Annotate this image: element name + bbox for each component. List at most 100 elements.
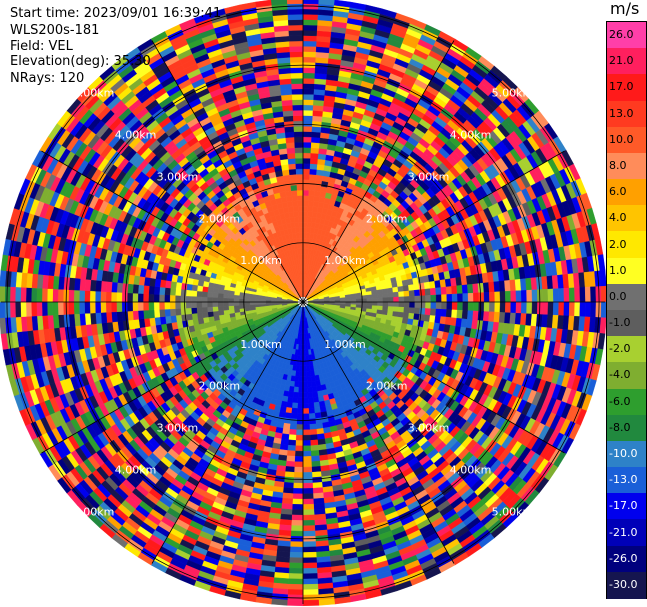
velocity-gate	[302, 557, 317, 564]
velocity-gate	[366, 301, 373, 306]
velocity-gate	[563, 287, 570, 303]
velocity-gate	[293, 472, 304, 479]
velocity-gate	[309, 434, 318, 441]
velocity-gate	[547, 288, 554, 303]
velocity-gate	[313, 497, 325, 505]
velocity-gate	[382, 305, 389, 312]
velocity-gate	[310, 158, 319, 165]
velocity-gate	[212, 310, 220, 317]
velocity-gate	[398, 306, 405, 313]
velocity-gate	[244, 301, 251, 306]
velocity-gate	[201, 306, 208, 313]
velocity-gate	[294, 456, 304, 463]
velocity-gate	[143, 309, 150, 319]
velocity-gate	[425, 301, 432, 309]
velocity-gate	[228, 301, 235, 307]
velocity-gate	[494, 291, 501, 303]
velocity-gate	[302, 503, 315, 511]
velocity-gate	[398, 301, 405, 308]
velocity-gate	[302, 472, 313, 479]
velocity-gate	[289, 551, 304, 559]
velocity-gate	[488, 311, 495, 323]
velocity-gate	[424, 288, 431, 296]
velocity-gate	[311, 126, 322, 133]
velocity-gate	[302, 599, 320, 607]
velocity-gate	[206, 306, 214, 313]
velocity-gate	[403, 307, 410, 314]
velocity-gate	[302, 200, 309, 207]
velocity-gate	[292, 391, 299, 399]
velocity-gate	[291, 509, 304, 516]
velocity-gate	[429, 308, 437, 317]
velocity-gate	[387, 292, 394, 298]
velocity-gate	[413, 313, 420, 321]
velocity-gate	[531, 301, 538, 315]
velocity-gate	[302, 440, 311, 447]
velocity-gate	[302, 546, 317, 553]
velocity-gate	[552, 288, 560, 303]
velocity-gate	[472, 310, 479, 321]
velocity-gate	[318, 0, 335, 6]
velocity-gate	[291, 514, 304, 521]
velocity-gate	[403, 296, 410, 303]
velocity-gate	[457, 301, 464, 311]
velocity-gate	[296, 413, 304, 420]
velocity-gate	[310, 152, 319, 160]
velocity-gate	[291, 519, 304, 527]
velocity-gate	[440, 286, 447, 295]
velocity-gate	[228, 305, 235, 311]
velocity-gate	[477, 282, 485, 294]
velocity-gate	[299, 365, 304, 372]
velocity-gate	[414, 289, 421, 297]
velocity-gate	[403, 290, 410, 297]
velocity-gate	[382, 301, 389, 307]
velocity-gate	[302, 72, 316, 79]
velocity-gate	[312, 104, 324, 112]
velocity-gate	[308, 184, 316, 191]
velocity-gate	[488, 281, 495, 293]
velocity-gate	[288, 573, 304, 580]
velocity-gate	[302, 35, 318, 42]
velocity-gate	[590, 301, 597, 318]
velocity-gate	[584, 286, 592, 303]
velocity-gate	[473, 301, 480, 312]
velocity-gate	[306, 370, 312, 377]
velocity-gate	[392, 291, 400, 298]
velocity-gate	[132, 310, 139, 321]
velocity-gate	[302, 173, 310, 180]
velocity-gate	[287, 578, 304, 585]
velocity-gate	[207, 311, 214, 318]
velocity-gate	[302, 120, 313, 127]
velocity-gate	[392, 306, 400, 313]
velocity-gate	[311, 136, 321, 144]
velocity-gate	[302, 115, 314, 122]
velocity-gate	[288, 428, 297, 436]
velocity-gate	[295, 429, 304, 436]
velocity-gate	[295, 440, 304, 447]
velocity-gate	[366, 298, 373, 303]
velocity-gate	[302, 163, 311, 170]
velocity-gate	[600, 285, 608, 303]
velocity-gate	[478, 301, 485, 312]
velocity-gate	[376, 293, 384, 299]
velocity-gate	[289, 546, 304, 553]
velocity-gate	[159, 309, 166, 318]
velocity-gate	[510, 290, 517, 303]
velocity-gate	[304, 338, 308, 345]
velocity-gate	[435, 301, 442, 310]
velocity-gate	[302, 227, 308, 234]
velocity-gate	[311, 476, 323, 484]
velocity-gate	[456, 285, 463, 295]
velocity-gate	[302, 147, 312, 154]
velocity-gate	[302, 498, 314, 505]
velocity-gate	[510, 301, 517, 314]
velocity-gate	[313, 407, 321, 414]
velocity-gate	[409, 295, 416, 303]
velocity-gate	[298, 370, 304, 377]
velocity-gate	[398, 296, 405, 303]
velocity-gate	[302, 354, 307, 361]
velocity-gate	[308, 413, 316, 420]
velocity-gate	[293, 381, 300, 388]
velocity-gate	[302, 0, 320, 5]
velocity-gate	[386, 287, 394, 294]
